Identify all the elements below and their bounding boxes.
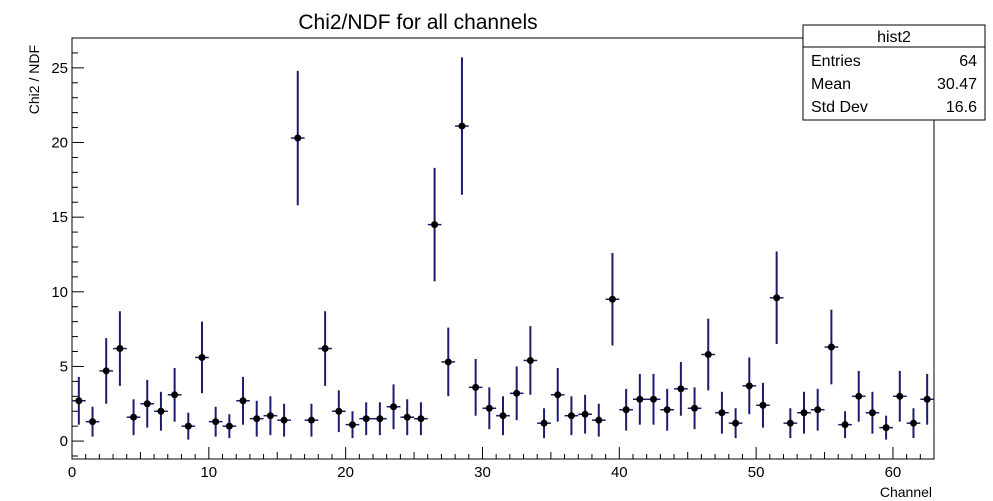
plot-frame <box>71 37 935 460</box>
data-point <box>225 422 233 430</box>
data-point <box>677 385 685 393</box>
stats-entries-label: Entries <box>811 53 861 70</box>
stats-mean-label: Mean <box>811 76 851 93</box>
y-tick-label: 10 <box>51 284 68 301</box>
data-point <box>800 409 808 417</box>
chart-title: Chi2/NDF for all channels <box>298 11 537 34</box>
data-point <box>923 395 931 403</box>
x-tick-label: 0 <box>68 464 76 481</box>
stats-mean-value: 30.47 <box>937 76 977 93</box>
data-point <box>540 419 548 427</box>
stats-stddev-label: Std Dev <box>811 99 868 116</box>
data-point <box>786 419 794 427</box>
data-point <box>691 404 699 412</box>
data-point <box>882 424 890 432</box>
data-point <box>280 416 288 424</box>
data-point <box>608 295 616 303</box>
y-tick-label: 0 <box>60 433 68 450</box>
data-point <box>348 421 356 429</box>
y-tick-label: 5 <box>60 358 68 375</box>
data-point <box>868 409 876 417</box>
data-point <box>116 345 124 353</box>
data-point <box>390 403 398 411</box>
data-point <box>307 416 315 424</box>
data-point <box>718 409 726 417</box>
data-point <box>75 397 83 405</box>
data-point <box>554 391 562 399</box>
data-point <box>266 412 274 420</box>
y-axis-label: Chi2 / NDF <box>26 45 42 114</box>
data-point <box>458 122 466 130</box>
stats-box-title: hist2 <box>877 29 911 46</box>
data-point <box>253 415 261 423</box>
data-point <box>909 419 917 427</box>
data-point <box>171 391 179 399</box>
x-tick-label: 60 <box>885 464 902 481</box>
x-tick-label: 50 <box>748 464 765 481</box>
data-point <box>499 412 507 420</box>
data-point <box>102 367 110 375</box>
x-tick-label: 10 <box>200 464 217 481</box>
x-axis-label: Channel <box>880 484 932 500</box>
y-axis: 0 5 10 15 20 25 <box>51 37 84 457</box>
data-point <box>335 407 343 415</box>
stats-entries-value: 64 <box>959 53 977 70</box>
y-tick-label: 15 <box>51 209 68 226</box>
data-point <box>376 415 384 423</box>
data-point <box>732 419 740 427</box>
data-point <box>157 407 165 415</box>
data-point <box>294 134 302 142</box>
data-point <box>362 415 370 423</box>
data-point <box>431 221 439 229</box>
data-point <box>198 353 206 361</box>
data-point <box>745 382 753 390</box>
data-point <box>485 404 493 412</box>
stats-stddev-value: 16.6 <box>946 99 977 116</box>
data-point <box>595 416 603 424</box>
data-point <box>622 406 630 414</box>
data-point <box>212 418 220 426</box>
data-point <box>417 415 425 423</box>
stats-box-frame <box>802 24 986 121</box>
data-point <box>814 406 822 414</box>
data-points <box>72 57 934 440</box>
data-point <box>773 294 781 302</box>
data-point <box>526 356 534 364</box>
x-tick-label: 30 <box>474 464 491 481</box>
data-point <box>636 395 644 403</box>
data-point <box>130 413 138 421</box>
stats-box: hist2 Entries 64 Mean 30.47 Std Dev 16.6 <box>802 24 986 121</box>
data-point <box>704 350 712 358</box>
data-point <box>143 400 151 408</box>
data-point <box>759 401 767 409</box>
data-point <box>663 406 671 414</box>
y-tick-label: 25 <box>51 60 68 77</box>
data-point <box>650 395 658 403</box>
y-tick-label: 20 <box>51 135 68 152</box>
data-point <box>513 389 521 397</box>
data-point <box>581 410 589 418</box>
data-point <box>841 421 849 429</box>
data-point <box>567 412 575 420</box>
data-point <box>827 343 835 351</box>
data-point <box>239 397 247 405</box>
data-point <box>444 358 452 366</box>
x-tick-label: 20 <box>337 464 354 481</box>
data-point <box>896 392 904 400</box>
data-point <box>184 422 192 430</box>
x-tick-label: 40 <box>611 464 628 481</box>
data-point <box>472 383 480 391</box>
data-point <box>855 392 863 400</box>
data-point <box>321 345 329 353</box>
data-point <box>403 413 411 421</box>
x-axis: 0 10 20 30 40 50 60 <box>68 447 935 481</box>
data-point <box>89 418 97 426</box>
